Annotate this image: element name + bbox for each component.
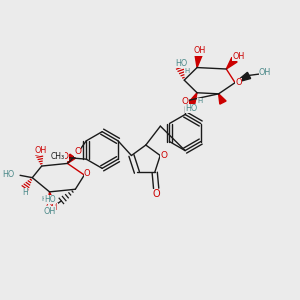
Text: HO: HO <box>185 104 197 113</box>
Text: O: O <box>235 78 242 87</box>
Text: O: O <box>152 189 160 199</box>
Polygon shape <box>219 94 226 104</box>
Text: OH: OH <box>259 68 271 77</box>
Polygon shape <box>226 57 237 69</box>
Polygon shape <box>47 192 55 204</box>
Text: HO: HO <box>2 170 14 179</box>
Text: OH: OH <box>34 146 46 154</box>
Text: OH: OH <box>193 46 206 56</box>
Text: HO: HO <box>175 59 188 68</box>
Text: HO: HO <box>44 195 56 204</box>
Polygon shape <box>68 154 76 164</box>
Text: O: O <box>74 147 81 156</box>
Polygon shape <box>235 72 251 83</box>
Text: OH: OH <box>44 207 56 216</box>
Polygon shape <box>188 93 197 106</box>
Text: H: H <box>41 196 46 202</box>
Polygon shape <box>195 55 202 68</box>
Text: O: O <box>160 151 167 160</box>
Text: OH: OH <box>46 203 58 212</box>
Text: OH: OH <box>232 52 245 61</box>
Text: H: H <box>184 68 189 74</box>
Text: H: H <box>197 98 202 104</box>
Text: O: O <box>61 152 68 161</box>
Text: O: O <box>84 169 91 178</box>
Text: O: O <box>182 97 189 106</box>
Text: H: H <box>22 188 28 197</box>
Text: CH₃: CH₃ <box>51 152 65 161</box>
